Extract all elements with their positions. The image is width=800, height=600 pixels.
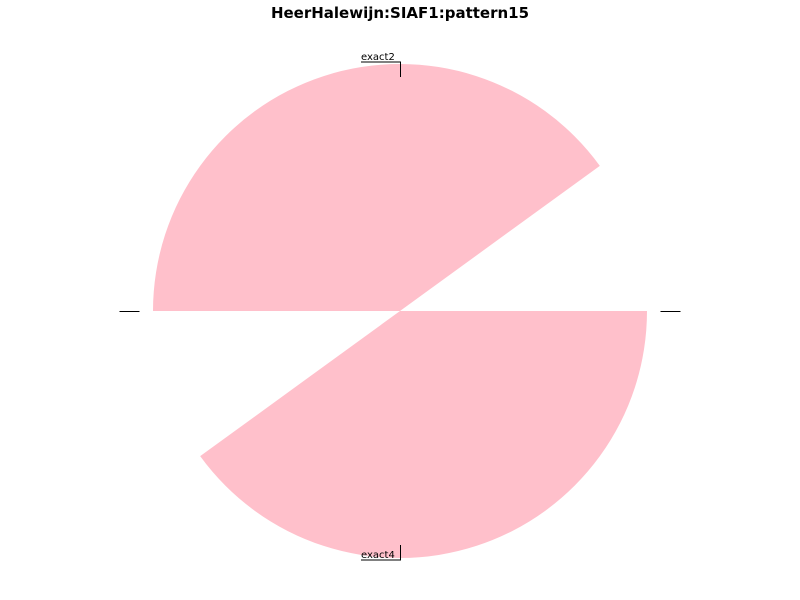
slice-label-exact2: exact2: [361, 52, 395, 63]
pie-slice-0: [400, 165, 647, 311]
leader-line-3: [361, 545, 401, 561]
leader-line-1: [361, 61, 401, 77]
chart-title: HeerHalewijn:SIAF1:pattern15: [271, 4, 529, 22]
pie-slice-1: [152, 63, 600, 311]
slice-label-exact4: exact4: [361, 550, 395, 561]
pie-slice-3: [200, 311, 648, 559]
pie-slices: [152, 63, 648, 559]
pie-labels: exact2 exact4: [119, 52, 681, 561]
pie-slice-2: [153, 311, 400, 457]
